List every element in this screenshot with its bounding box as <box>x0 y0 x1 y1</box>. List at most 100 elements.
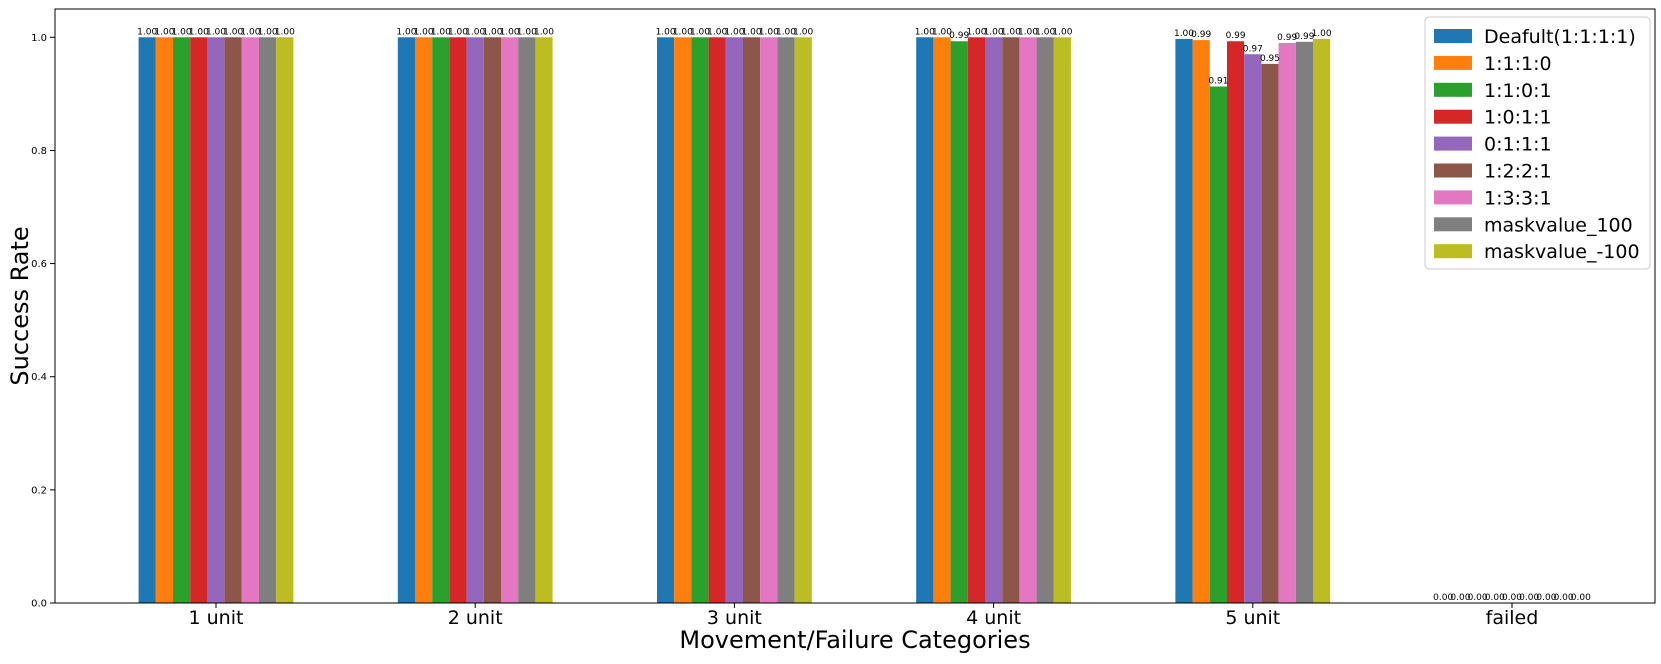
bar <box>518 37 536 604</box>
legend-label: 0:1:1:1 <box>1484 134 1552 156</box>
data-label: 1.00 <box>500 27 520 37</box>
data-label: 0.00 <box>1468 593 1488 603</box>
legend-swatch <box>1434 163 1472 178</box>
data-label: 1.00 <box>1035 27 1055 37</box>
data-label: 0.00 <box>1571 593 1591 603</box>
data-label: 1.00 <box>172 27 192 37</box>
data-label: 1.00 <box>517 27 537 37</box>
data-label: 1.00 <box>1018 27 1038 37</box>
bar <box>1036 37 1054 604</box>
data-label: 0.99 <box>1277 33 1297 43</box>
data-label: 0.00 <box>1519 593 1539 603</box>
legend: Deafult(1:1:1:1) 1:1:1:0 1:1:0:1 1:0:1:1 0:1… <box>1424 16 1651 270</box>
legend-label: 1:1:0:1 <box>1484 80 1552 102</box>
bar <box>1175 38 1193 604</box>
data-label: 1.00 <box>759 27 779 37</box>
legend-swatch <box>1434 29 1472 43</box>
legend-label: 1:0:1:1 <box>1484 107 1552 129</box>
bar <box>1002 37 1020 604</box>
data-label: 1.00 <box>1001 27 1021 37</box>
legend-label: Deafult(1:1:1:1) <box>1484 26 1636 48</box>
data-label: 1.00 <box>154 27 174 37</box>
data-label: 1.00 <box>396 27 416 37</box>
data-label: 1.00 <box>690 27 710 37</box>
x-tick-label: 4 unit <box>966 607 1021 629</box>
y-tick-label: 0.8 <box>31 146 47 157</box>
bar <box>708 37 726 604</box>
data-label: 1.00 <box>534 27 554 37</box>
bar <box>415 37 433 604</box>
data-label: 0.95 <box>1260 54 1280 64</box>
x-tick-label: failed <box>1486 607 1539 629</box>
x-tick-label: 1 unit <box>189 607 244 629</box>
data-label: 0.00 <box>1536 593 1556 603</box>
x-tick-label: 3 unit <box>707 607 762 629</box>
bar <box>985 37 1003 604</box>
data-label: 0.91 <box>1208 77 1228 87</box>
data-label: 1.00 <box>223 27 243 37</box>
data-label: 1.00 <box>724 27 744 37</box>
legend-swatch <box>1434 55 1472 70</box>
bar <box>259 37 277 604</box>
bar <box>483 37 501 604</box>
bar <box>207 37 225 604</box>
data-label: 1.00 <box>482 27 502 37</box>
x-tick-label: 2 unit <box>448 607 503 629</box>
bar <box>743 37 761 604</box>
legend-swatch <box>1434 136 1472 151</box>
data-label: 1.00 <box>275 27 295 37</box>
legend-label: maskvalue_100 <box>1484 214 1633 236</box>
data-label: 1.00 <box>707 27 727 37</box>
data-label: 1.00 <box>137 27 157 37</box>
y-tick-label: 0.4 <box>31 372 47 383</box>
bar <box>657 37 675 604</box>
legend-label: 1:1:1:0 <box>1484 53 1552 75</box>
data-label: 1.00 <box>673 27 693 37</box>
bar <box>224 37 242 604</box>
bar <box>950 41 968 603</box>
legend-swatch <box>1434 190 1472 205</box>
data-label: 1.00 <box>915 27 935 37</box>
bar <box>155 37 173 604</box>
data-label: 1.00 <box>1174 29 1194 39</box>
y-axis-title: Success Rate <box>6 226 34 385</box>
data-label: 0.00 <box>1450 593 1470 603</box>
data-label: 1.00 <box>776 27 796 37</box>
bar <box>1019 37 1037 604</box>
data-label: 1.00 <box>932 27 952 37</box>
legend-swatch <box>1434 217 1472 232</box>
legend-box <box>1424 16 1651 270</box>
bars-layer <box>138 37 1331 604</box>
data-label: 1.00 <box>966 27 986 37</box>
data-label: 1.00 <box>431 27 451 37</box>
data-label: 1.00 <box>414 27 434 37</box>
bar <box>725 37 743 604</box>
legend-label: maskvalue_-100 <box>1484 241 1640 263</box>
bar <box>1227 41 1245 603</box>
data-labels-layer: 1.001.001.001.001.001.001.001.001.00 1.00… <box>137 27 1591 603</box>
bar <box>173 37 191 604</box>
data-label: 1.00 <box>1052 27 1072 37</box>
legend-label: 1:3:3:1 <box>1484 187 1552 209</box>
bar <box>1278 42 1296 603</box>
y-tick-label: 0.0 <box>31 599 47 610</box>
data-label: 1.00 <box>1312 29 1332 39</box>
legend-swatch <box>1434 109 1472 124</box>
bar <box>1244 54 1262 603</box>
bar <box>190 37 208 604</box>
bar <box>691 37 709 604</box>
data-label: 0.00 <box>1485 593 1505 603</box>
bar <box>1261 63 1279 604</box>
y-axis: 0.0 0.2 0.4 0.6 0.8 1.0 <box>31 33 55 610</box>
bar <box>1192 40 1210 604</box>
bar <box>1295 41 1313 604</box>
bar <box>967 37 985 604</box>
x-axis: 1 unit 2 unit 3 unit 4 unit 5 unit failed <box>189 603 1539 629</box>
bar <box>916 37 934 604</box>
data-label: 1.00 <box>258 27 278 37</box>
y-tick-label: 0.2 <box>31 485 47 496</box>
bar <box>241 37 259 604</box>
x-axis-title: Movement/Failure Categories <box>679 626 1030 654</box>
data-label: 0.99 <box>949 31 969 41</box>
bar <box>466 37 484 604</box>
